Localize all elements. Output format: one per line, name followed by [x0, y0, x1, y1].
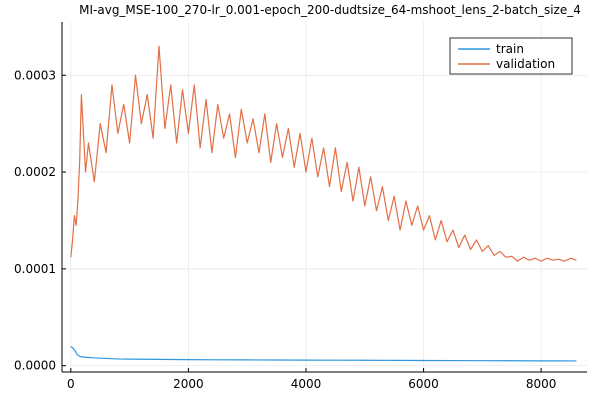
x-tick-label: 0 — [67, 377, 75, 391]
series-line-validation — [70, 45, 577, 262]
x-tick-label: 4000 — [291, 377, 322, 391]
axes: 0 2000 4000 6000 8000 0.0000 0.0001 0.0002 0.000… — [14, 22, 587, 391]
legend-box — [449, 37, 573, 75]
y-tick-label: 0.0002 — [14, 165, 56, 179]
series-layer — [70, 45, 577, 362]
y-tick-label: 0.0001 — [14, 262, 56, 276]
legend-label-train: train — [496, 42, 524, 56]
x-tick-label: 2000 — [173, 377, 204, 391]
x-tick-label: 8000 — [526, 377, 557, 391]
y-tick-label: 0.0003 — [14, 68, 56, 82]
series-line-train — [70, 345, 577, 362]
legend-label-validation: validation — [496, 57, 555, 71]
grid — [62, 22, 587, 372]
chart-title: MI-avg_MSE-100_270-lr_0.001-epoch_200-du… — [79, 3, 581, 17]
y-tick-label: 0.0000 — [14, 359, 56, 373]
x-tick-label: 6000 — [408, 377, 439, 391]
